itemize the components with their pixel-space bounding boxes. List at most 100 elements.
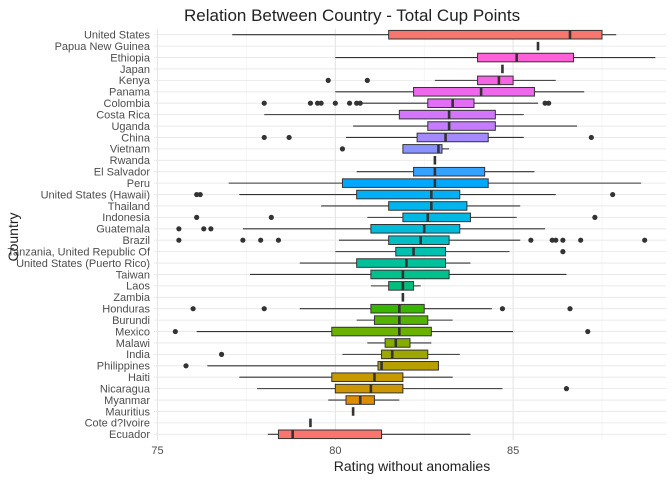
outlier-point xyxy=(563,386,570,392)
box xyxy=(395,246,447,257)
outlier-point xyxy=(339,146,346,152)
outlier-point xyxy=(585,328,591,335)
x-tick-label: 75 xyxy=(151,445,163,457)
outlier-point xyxy=(286,134,292,141)
outlier-point xyxy=(194,191,200,198)
y-tick-label: Mexico xyxy=(115,326,150,338)
box xyxy=(356,189,461,200)
outlier-point xyxy=(190,306,196,312)
box xyxy=(416,132,489,143)
outlier-point xyxy=(208,226,214,232)
outlier-point xyxy=(275,237,282,243)
y-tick-label: El Salvador xyxy=(94,167,151,179)
box xyxy=(331,372,404,382)
outlier-point xyxy=(183,363,189,369)
outlier-point xyxy=(261,134,267,141)
box xyxy=(331,326,432,337)
outlier-point xyxy=(172,328,178,335)
chart-title: Relation Between Country - Total Cup Poi… xyxy=(184,6,520,25)
box xyxy=(413,87,535,97)
y-tick-label: Myanmar xyxy=(104,395,150,407)
outlier-point xyxy=(364,77,370,83)
y-tick-label: India xyxy=(126,349,151,361)
y-tick-label: Uganda xyxy=(111,121,150,133)
outlier-point xyxy=(578,237,584,243)
box xyxy=(277,429,383,440)
box xyxy=(381,349,429,360)
y-tick-label: Tanzania, United Republic Of xyxy=(8,246,151,258)
box xyxy=(477,75,514,86)
y-tick-label: United States (Puerto Rico) xyxy=(16,258,150,270)
outlier-point xyxy=(176,226,182,232)
box xyxy=(398,109,496,120)
box xyxy=(356,258,447,268)
box xyxy=(341,178,489,188)
x-tick-label: 85 xyxy=(507,445,519,457)
y-tick-label: Ecuador xyxy=(109,429,150,441)
box xyxy=(427,98,475,108)
outlier-point xyxy=(261,100,267,106)
y-tick-label: China xyxy=(121,132,151,144)
outlier-point xyxy=(553,237,559,243)
outlier-point xyxy=(549,237,555,243)
outlier-point xyxy=(258,237,264,243)
y-tick-label: Honduras xyxy=(102,304,150,316)
outlier-point xyxy=(592,214,598,220)
box xyxy=(388,201,468,211)
outlier-point xyxy=(354,100,360,106)
outlier-point xyxy=(218,351,225,357)
outlier-point xyxy=(528,237,534,243)
box xyxy=(413,166,486,177)
box xyxy=(427,121,496,131)
outlier-point xyxy=(314,100,321,106)
x-tick-label: 80 xyxy=(329,445,341,457)
y-tick-label: Guatemala xyxy=(96,224,151,236)
outlier-point xyxy=(325,77,331,83)
box xyxy=(334,383,404,394)
outlier-point xyxy=(307,100,314,106)
outlier-point xyxy=(240,237,246,243)
y-tick-label: Thailand xyxy=(108,201,150,213)
y-tick-label: Kenya xyxy=(119,75,151,87)
y-tick-label: Peru xyxy=(127,178,150,190)
outlier-point xyxy=(201,226,207,232)
box xyxy=(377,361,439,371)
y-tick-label: Malawi xyxy=(116,338,150,350)
outlier-point xyxy=(268,214,274,220)
outlier-point xyxy=(546,100,552,106)
y-tick-label: Panama xyxy=(109,87,151,99)
outlier-point xyxy=(642,237,648,243)
outlier-point xyxy=(542,100,548,106)
box xyxy=(370,269,450,280)
outlier-point xyxy=(346,100,353,106)
outlier-point xyxy=(499,306,506,312)
y-tick-label: Colombia xyxy=(104,98,151,110)
y-tick-label: Laos xyxy=(126,281,150,293)
outlier-point xyxy=(357,100,363,106)
outlier-point xyxy=(261,306,267,312)
y-tick-label: United States (Hawaii) xyxy=(41,189,150,201)
y-tick-label: Japan xyxy=(120,64,150,76)
y-tick-label: Burundi xyxy=(112,315,150,327)
box xyxy=(402,212,471,223)
box xyxy=(388,235,450,245)
y-tick-label: Costa Rica xyxy=(96,109,151,121)
y-tick-label: Mauritius xyxy=(105,406,150,418)
outlier-point xyxy=(610,191,616,198)
y-tick-label: Ethiopia xyxy=(110,52,151,64)
y-tick-label: Philippines xyxy=(97,361,151,373)
x-axis-title: Rating without anomalies xyxy=(334,458,490,474)
box xyxy=(388,29,603,40)
outlier-point xyxy=(567,306,573,312)
outlier-point xyxy=(194,214,200,220)
outlier-point xyxy=(197,191,203,198)
y-tick-label: Taiwan xyxy=(116,269,150,281)
y-tick-label: United States xyxy=(84,30,151,42)
box xyxy=(402,144,443,154)
box xyxy=(370,224,461,234)
outlier-point xyxy=(560,237,566,243)
y-tick-label: Indonesia xyxy=(102,212,151,224)
outlier-point xyxy=(176,237,182,243)
